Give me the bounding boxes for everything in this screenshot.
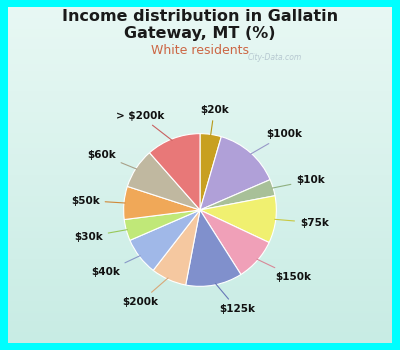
Text: $10k: $10k bbox=[272, 175, 325, 188]
Text: $125k: $125k bbox=[215, 284, 255, 314]
Wedge shape bbox=[200, 210, 269, 274]
Text: $30k: $30k bbox=[74, 230, 127, 242]
Wedge shape bbox=[127, 153, 200, 210]
Wedge shape bbox=[124, 187, 200, 219]
Wedge shape bbox=[150, 134, 200, 210]
Text: $150k: $150k bbox=[257, 259, 312, 282]
Text: > $200k: > $200k bbox=[116, 111, 172, 140]
Wedge shape bbox=[186, 210, 241, 286]
Wedge shape bbox=[200, 180, 275, 210]
Text: $20k: $20k bbox=[200, 105, 228, 135]
Text: City-Data.com: City-Data.com bbox=[248, 52, 302, 62]
Wedge shape bbox=[200, 136, 270, 210]
Text: $100k: $100k bbox=[250, 130, 303, 154]
Text: White residents: White residents bbox=[151, 44, 249, 57]
Wedge shape bbox=[200, 134, 221, 210]
Text: Income distribution in Gallatin: Income distribution in Gallatin bbox=[62, 9, 338, 24]
Wedge shape bbox=[200, 196, 276, 243]
Text: $200k: $200k bbox=[122, 278, 168, 307]
Wedge shape bbox=[153, 210, 200, 285]
Wedge shape bbox=[124, 210, 200, 240]
Text: $50k: $50k bbox=[71, 196, 125, 205]
Text: $60k: $60k bbox=[87, 150, 137, 169]
Text: $75k: $75k bbox=[275, 218, 329, 228]
Text: Gateway, MT (%): Gateway, MT (%) bbox=[124, 26, 276, 41]
Text: $40k: $40k bbox=[92, 256, 140, 277]
Wedge shape bbox=[130, 210, 200, 270]
